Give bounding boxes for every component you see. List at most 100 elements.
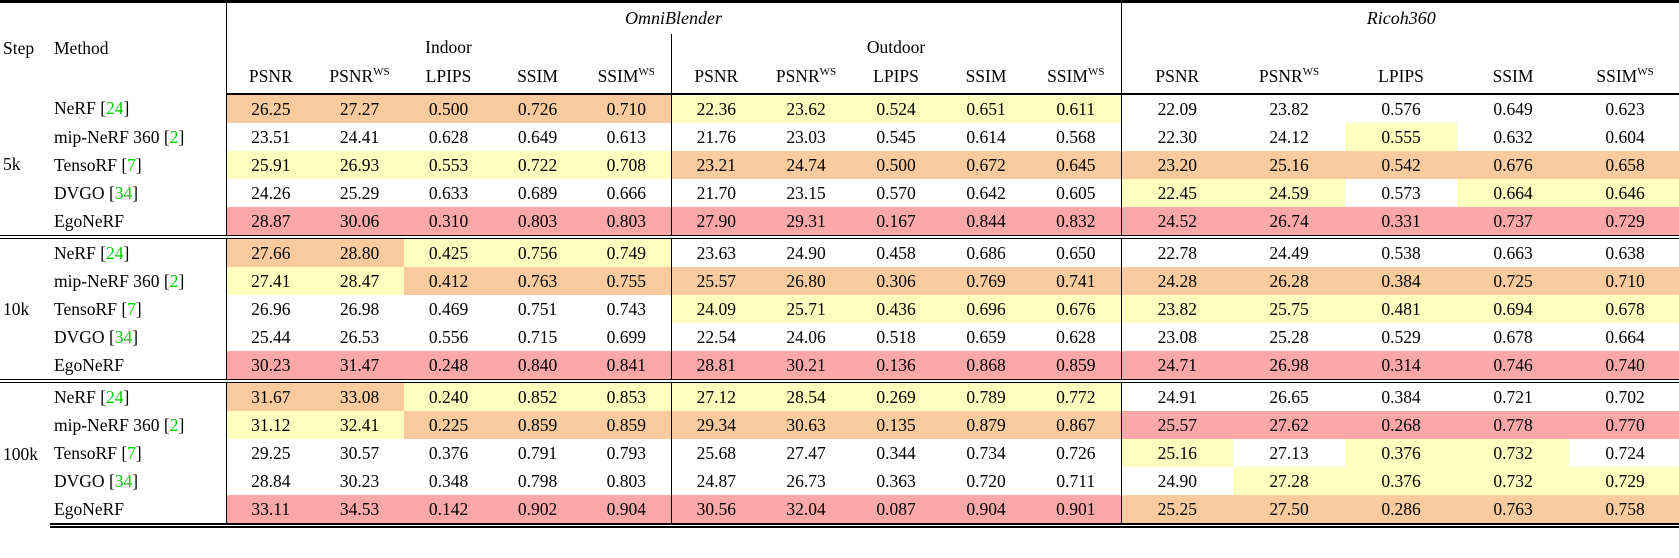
table-row: TensoRF [7] 25.91 26.93 0.553 0.722 0.708 23.2… <box>0 151 1679 179</box>
cite-close-bracket: ] <box>132 470 139 491</box>
metric-name: LPIPS <box>873 66 919 86</box>
cite-close-bracket: ] <box>123 242 130 263</box>
metric-cell: 0.628 <box>428 126 469 147</box>
metric-cell: 26.53 <box>339 326 380 347</box>
metric-cell: 28.84 <box>225 467 315 495</box>
table-row: 100k NeRF [24] 31.67 33.08 0.240 0.852 0.853 27… <box>0 379 1679 526</box>
method-cell: DVGO [34] <box>50 179 226 207</box>
metric-cell: 0.659 <box>966 326 1006 347</box>
metric-cell: 0.902 <box>493 495 582 528</box>
metric-cell: 30.56 <box>670 495 761 528</box>
metric-cell: 29.31 <box>761 207 851 237</box>
citation-link[interactable]: 7 <box>127 298 136 319</box>
citation-link[interactable]: 24 <box>106 386 124 407</box>
metric-cell: 0.901 <box>1031 495 1122 528</box>
metric-cell: 0.676 <box>1457 151 1570 179</box>
citation-link[interactable]: 24 <box>106 242 124 263</box>
step-group-10k: 10k NeRF [24] 27.66 28.80 0.425 0.756 0.749 23.… <box>0 235 1679 381</box>
metric-cell: 30.63 <box>761 411 851 439</box>
metric-cell: 34.53 <box>315 495 404 528</box>
citation-link[interactable]: 34 <box>114 326 133 347</box>
metric-cell: 0.772 <box>1031 379 1122 411</box>
step-label: 100k <box>0 379 50 526</box>
metric-cell: 0.642 <box>966 182 1006 203</box>
citation-link[interactable]: 24 <box>106 98 124 118</box>
metric-header-psnr-ws: PSNRWS <box>761 60 851 95</box>
cite-open-bracket: [ <box>108 326 115 347</box>
metric-header-ssim: SSIM <box>1457 60 1570 95</box>
metric-header-psnr: PSNR <box>1120 60 1234 95</box>
metric-cell: 27.62 <box>1233 411 1346 439</box>
metric-cell: 0.859 <box>493 411 582 439</box>
method-cell: NeRF [24] <box>50 94 226 123</box>
metric-cell: 0.724 <box>1605 442 1645 463</box>
metric-cell: 26.25 <box>225 94 315 123</box>
metric-cell: 27.13 <box>1269 442 1309 463</box>
metric-name: PSNR <box>775 66 820 86</box>
citation-link[interactable]: 34 <box>114 470 133 491</box>
metric-cell: 27.66 <box>225 235 315 267</box>
metric-cell: 0.678 <box>1493 326 1533 347</box>
metric-cell: 26.93 <box>315 151 404 179</box>
metric-cell: 0.729 <box>1569 207 1679 237</box>
metric-cell: 25.16 <box>1233 151 1346 179</box>
citation-link[interactable]: 7 <box>127 442 136 463</box>
metric-cell: 0.650 <box>1031 235 1122 267</box>
metric-cell: 0.538 <box>1345 235 1458 267</box>
metric-cell: 0.500 <box>404 94 493 123</box>
method-label: EgoNeRF <box>54 210 124 231</box>
step-label: 10k <box>0 235 50 381</box>
table-row: TensoRF [7] 26.96 26.98 0.469 0.751 0.743 24.0… <box>0 295 1679 323</box>
method-cell: TensoRF [7] <box>50 439 226 467</box>
metric-cell: 0.167 <box>851 207 941 237</box>
method-label: EgoNeRF <box>54 498 124 519</box>
metric-cell: 0.725 <box>1457 267 1570 295</box>
metric-header-psnr-ws: PSNRWS <box>1233 60 1346 95</box>
metric-cell: 0.743 <box>606 298 646 319</box>
metric-cell: 0.740 <box>1569 351 1679 381</box>
method-cell: TensoRF [7] <box>50 295 226 323</box>
citation-link[interactable]: 2 <box>169 414 179 435</box>
metric-cell: 0.344 <box>876 442 916 463</box>
metric-cell: 0.770 <box>1569 411 1679 439</box>
method-label: NeRF <box>54 98 96 118</box>
metric-name: PSNR <box>329 66 374 86</box>
metric-cell: 26.73 <box>786 470 826 491</box>
citation-link[interactable]: 34 <box>114 182 133 203</box>
metric-cell: 0.649 <box>517 126 558 147</box>
citation-link[interactable]: 2 <box>169 270 179 291</box>
metric-cell: 0.832 <box>1031 207 1122 237</box>
metric-cell: 0.789 <box>941 379 1031 411</box>
metric-cell: 0.555 <box>1345 123 1458 151</box>
header-row-datasets: Step Method OmniBlender Ricoh360 <box>0 1 1679 58</box>
method-label: NeRF <box>54 386 96 407</box>
metric-cell: 0.737 <box>1457 207 1570 237</box>
metric-cell: 0.751 <box>517 298 558 319</box>
metric-cell: 0.694 <box>1457 295 1570 323</box>
method-cell: mip-NeRF 360 [2] <box>50 411 226 439</box>
step-header: Step <box>3 38 35 58</box>
metric-cell: 0.384 <box>1345 379 1458 411</box>
metric-superscript: WS <box>1637 66 1654 79</box>
method-label: mip-NeRF 360 <box>54 414 160 435</box>
metric-cell: 0.376 <box>1345 467 1458 495</box>
metric-cell: 0.611 <box>1031 94 1122 123</box>
metric-cell: 22.36 <box>670 94 761 123</box>
metric-cell: 0.500 <box>851 151 941 179</box>
metric-cell: 31.47 <box>315 351 404 381</box>
metric-cell: 0.651 <box>941 94 1031 123</box>
metric-cell: 0.720 <box>966 470 1006 491</box>
metric-cell: 23.20 <box>1120 151 1234 179</box>
metric-cell: 30.23 <box>339 470 380 491</box>
metric-cell: 0.556 <box>428 326 469 347</box>
metric-header-ssim-ws: SSIMWS <box>1569 60 1679 95</box>
metric-cell: 22.30 <box>1120 123 1234 151</box>
metric-cell: 0.376 <box>428 442 469 463</box>
citation-link[interactable]: 7 <box>127 154 136 175</box>
header-row-subgroups: Indoor Outdoor <box>0 34 1679 60</box>
citation-link[interactable]: 2 <box>169 126 179 147</box>
metric-cell: 0.306 <box>851 267 941 295</box>
metric-cell: 0.710 <box>582 94 671 123</box>
metric-header-ssim-ws: SSIMWS <box>1031 60 1122 95</box>
metric-cell: 24.90 <box>1120 467 1234 495</box>
